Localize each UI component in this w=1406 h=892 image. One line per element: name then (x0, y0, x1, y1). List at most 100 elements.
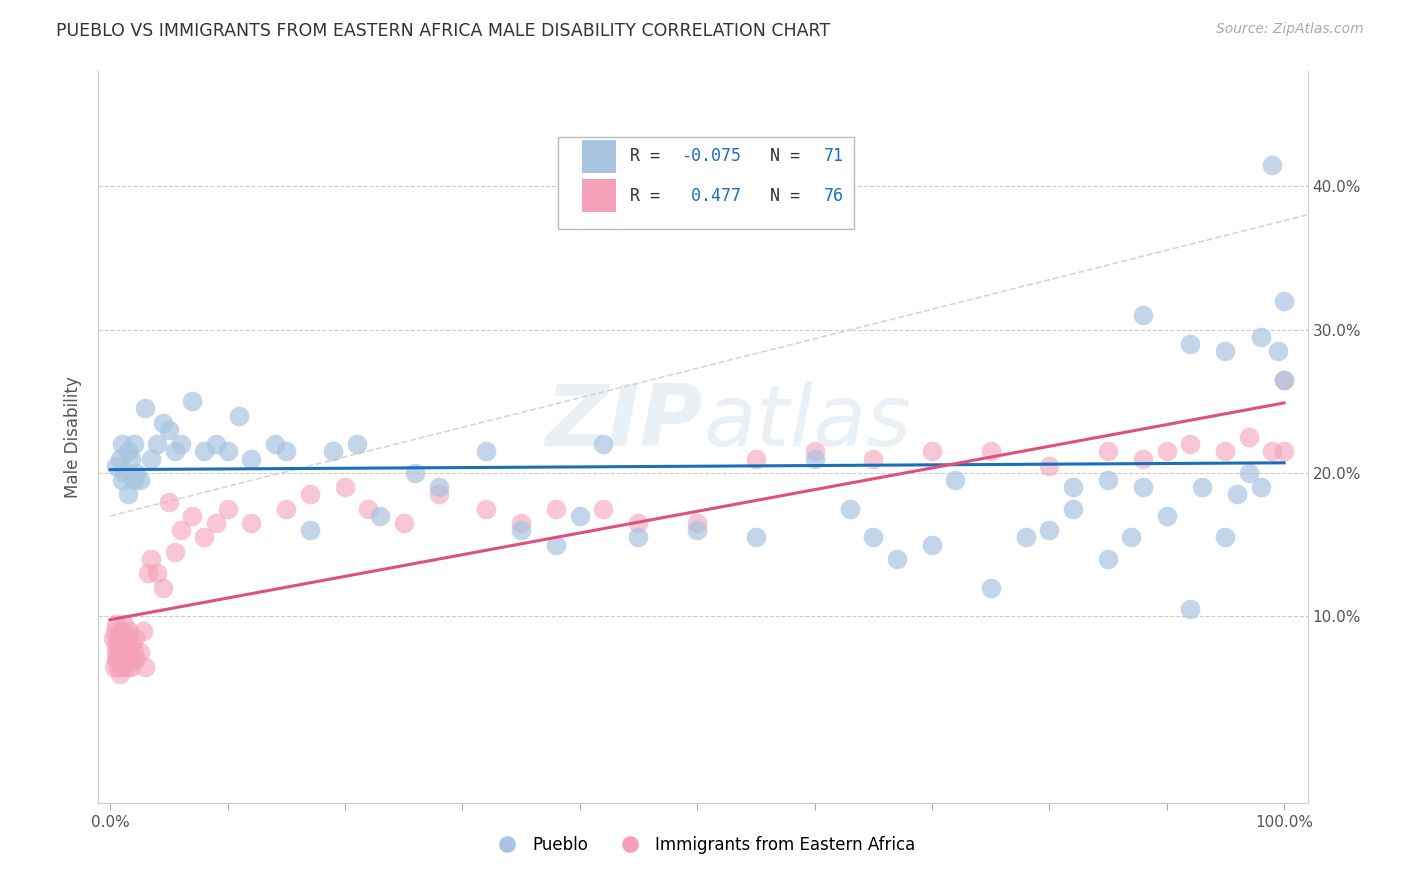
Point (117, 487, 139, 501)
Point (217, 444, 239, 458)
Point (108, 666, 131, 681)
Point (105, 652, 128, 666)
Point (1132, 451, 1154, 466)
Point (1132, 480, 1154, 494)
Point (120, 652, 142, 666)
Point (141, 451, 163, 466)
Point (111, 624, 134, 638)
Point (475, 501, 498, 516)
Point (686, 524, 709, 538)
Point (392, 516, 415, 530)
FancyBboxPatch shape (558, 137, 855, 228)
Point (886, 552, 908, 566)
Point (104, 624, 127, 638)
Point (124, 631, 146, 645)
Point (298, 487, 321, 501)
Point (157, 494, 180, 508)
Point (1215, 531, 1237, 545)
Y-axis label: Male Disability: Male Disability (65, 376, 83, 498)
Point (346, 437, 368, 451)
Point (110, 624, 132, 638)
Point (112, 631, 135, 645)
Point (592, 437, 614, 451)
Point (1272, 444, 1295, 458)
Point (627, 531, 650, 545)
Point (1097, 552, 1119, 566)
Point (121, 638, 143, 652)
Point (112, 645, 135, 659)
Point (1272, 373, 1295, 387)
Bar (582, 179, 616, 212)
Point (146, 566, 169, 581)
Point (228, 409, 250, 423)
Point (107, 659, 129, 673)
Point (921, 444, 943, 458)
Point (120, 659, 142, 673)
Point (546, 538, 568, 552)
Point (169, 524, 191, 538)
Point (107, 645, 129, 659)
Point (263, 437, 285, 451)
Point (118, 624, 141, 638)
Point (105, 645, 128, 659)
Point (152, 416, 174, 430)
Point (322, 444, 344, 458)
Point (333, 480, 356, 494)
Point (1156, 444, 1178, 458)
Point (276, 444, 298, 458)
Point (125, 652, 148, 666)
Point (108, 638, 131, 652)
Point (921, 538, 943, 552)
Point (146, 437, 169, 451)
Point (1261, 158, 1284, 172)
Point (1097, 473, 1119, 487)
Point (152, 581, 174, 595)
Point (510, 524, 533, 538)
Point (1180, 602, 1202, 616)
Text: 0.477: 0.477 (682, 187, 741, 205)
Point (105, 652, 128, 666)
Point (105, 616, 128, 631)
Point (181, 394, 204, 409)
Point (111, 473, 134, 487)
Point (193, 531, 215, 545)
Point (803, 444, 825, 458)
Point (1038, 524, 1060, 538)
Point (427, 480, 450, 494)
Point (217, 501, 239, 516)
Point (1062, 501, 1084, 516)
Point (745, 451, 768, 466)
Point (1272, 373, 1295, 387)
Point (1180, 437, 1202, 451)
Point (1215, 344, 1237, 359)
Point (1261, 444, 1284, 458)
Point (276, 501, 298, 516)
Point (105, 638, 128, 652)
Point (134, 659, 156, 673)
Point (1180, 336, 1202, 351)
Point (101, 631, 124, 645)
Point (862, 451, 884, 466)
Point (980, 581, 1002, 595)
Text: atlas: atlas (703, 381, 911, 464)
Text: N =: N = (769, 147, 810, 165)
Point (1267, 344, 1289, 359)
Point (112, 616, 135, 631)
Point (1132, 308, 1154, 322)
Point (1062, 480, 1084, 494)
Point (105, 458, 128, 473)
Point (357, 501, 380, 516)
Point (181, 508, 204, 523)
Point (1237, 466, 1260, 480)
Point (1250, 329, 1272, 343)
Point (157, 423, 180, 437)
Text: N =: N = (769, 187, 810, 205)
Point (510, 516, 533, 530)
Text: R =: R = (630, 187, 671, 205)
Point (546, 501, 568, 516)
Point (1121, 531, 1143, 545)
Point (111, 638, 134, 652)
Legend: Pueblo, Immigrants from Eastern Africa: Pueblo, Immigrants from Eastern Africa (484, 829, 922, 860)
Point (1237, 430, 1260, 444)
Point (132, 624, 155, 638)
